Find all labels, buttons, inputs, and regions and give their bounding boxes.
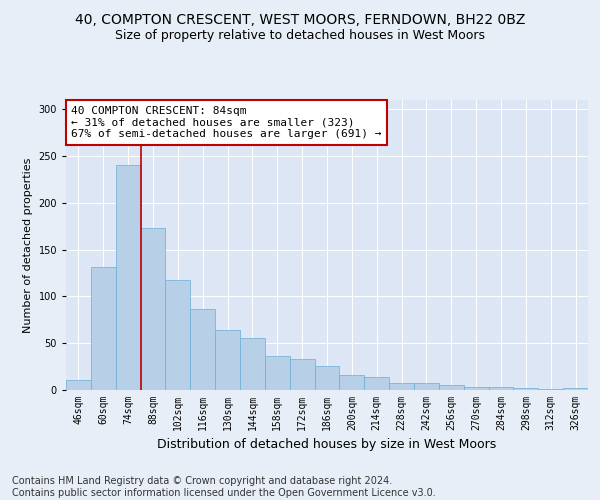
Text: Size of property relative to detached houses in West Moors: Size of property relative to detached ho… <box>115 29 485 42</box>
Bar <box>439 386 464 390</box>
Bar <box>538 389 563 390</box>
Y-axis label: Number of detached properties: Number of detached properties <box>23 158 33 332</box>
Bar <box>290 359 314 390</box>
Text: 40, COMPTON CRESCENT, WEST MOORS, FERNDOWN, BH22 0BZ: 40, COMPTON CRESCENT, WEST MOORS, FERNDO… <box>75 12 525 26</box>
Bar <box>140 228 166 390</box>
Bar <box>340 375 364 390</box>
Bar <box>414 384 439 390</box>
Bar <box>563 388 588 390</box>
Bar <box>514 388 538 390</box>
Bar <box>488 387 514 390</box>
Bar <box>265 356 290 390</box>
Text: Contains HM Land Registry data © Crown copyright and database right 2024.
Contai: Contains HM Land Registry data © Crown c… <box>12 476 436 498</box>
Bar <box>91 268 116 390</box>
Bar <box>215 330 240 390</box>
Bar <box>116 166 140 390</box>
Bar <box>66 380 91 390</box>
Text: 40 COMPTON CRESCENT: 84sqm
← 31% of detached houses are smaller (323)
67% of sem: 40 COMPTON CRESCENT: 84sqm ← 31% of deta… <box>71 106 382 139</box>
Bar <box>314 366 340 390</box>
Bar <box>364 377 389 390</box>
Bar <box>190 308 215 390</box>
Bar <box>240 338 265 390</box>
Bar <box>166 280 190 390</box>
X-axis label: Distribution of detached houses by size in West Moors: Distribution of detached houses by size … <box>157 438 497 452</box>
Bar <box>389 382 414 390</box>
Bar <box>464 387 488 390</box>
